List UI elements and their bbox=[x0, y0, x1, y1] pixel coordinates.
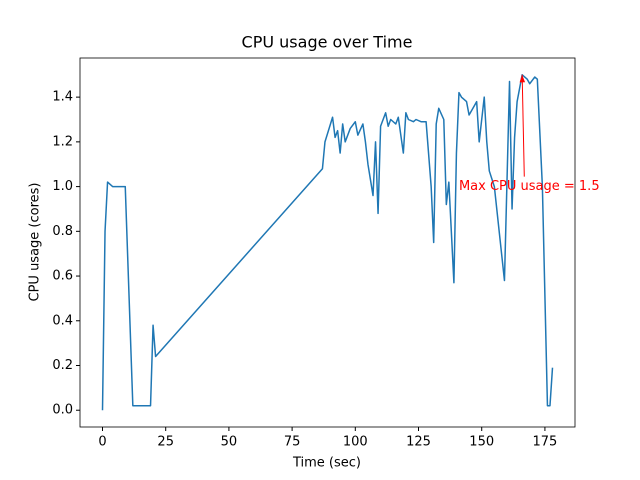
x-tick-label: 25 bbox=[157, 435, 174, 450]
x-axis-label: Time (sec) bbox=[292, 456, 361, 471]
y-tick-label: 0.4 bbox=[52, 313, 73, 328]
x-tick-label: 100 bbox=[343, 435, 368, 450]
y-tick-label: 0.6 bbox=[52, 269, 73, 284]
y-tick-label: 1.2 bbox=[52, 134, 73, 149]
x-tick-label: 50 bbox=[221, 435, 238, 450]
line-series bbox=[101, 74, 554, 411]
x-tick-label: 175 bbox=[533, 435, 558, 450]
chart-title: CPU usage over Time bbox=[242, 33, 413, 52]
axes-frame bbox=[79, 57, 576, 428]
x-tick-label: 125 bbox=[406, 435, 431, 450]
y-tick-label: 0.8 bbox=[52, 224, 73, 239]
y-tick-label: 1.4 bbox=[52, 90, 73, 105]
x-tick-label: 0 bbox=[98, 435, 106, 450]
y-tick-label: 0.2 bbox=[52, 358, 73, 373]
y-axis-label: CPU usage (cores) bbox=[28, 183, 43, 302]
annotation-arrow bbox=[521, 74, 525, 177]
annotation-arrowhead bbox=[519, 74, 526, 83]
x-tick-label: 75 bbox=[284, 435, 301, 450]
annotation: Max CPU usage = 1.5 bbox=[459, 179, 600, 194]
y-tick-label: 1.0 bbox=[52, 179, 73, 194]
x-tick-label: 150 bbox=[469, 435, 494, 450]
y-tick-label: 0.0 bbox=[52, 403, 73, 418]
